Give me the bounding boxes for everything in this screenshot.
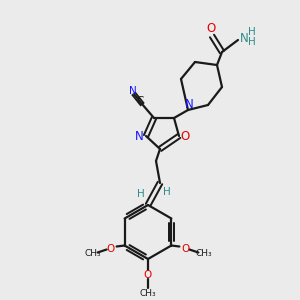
Text: H: H	[163, 187, 171, 197]
Text: O: O	[181, 244, 190, 254]
Text: O: O	[144, 270, 152, 280]
Text: N: N	[135, 130, 143, 142]
Text: N: N	[240, 32, 248, 44]
Text: N: N	[184, 98, 194, 112]
Text: CH₃: CH₃	[140, 289, 156, 298]
Text: CH₃: CH₃	[84, 249, 101, 258]
Text: O: O	[106, 244, 115, 254]
Text: N: N	[129, 86, 137, 96]
Text: O: O	[180, 130, 190, 142]
Text: H: H	[137, 189, 145, 199]
Text: C: C	[136, 96, 144, 106]
Text: O: O	[206, 22, 216, 35]
Text: H: H	[248, 37, 256, 47]
Text: CH₃: CH₃	[195, 249, 212, 258]
Text: H: H	[248, 27, 256, 37]
